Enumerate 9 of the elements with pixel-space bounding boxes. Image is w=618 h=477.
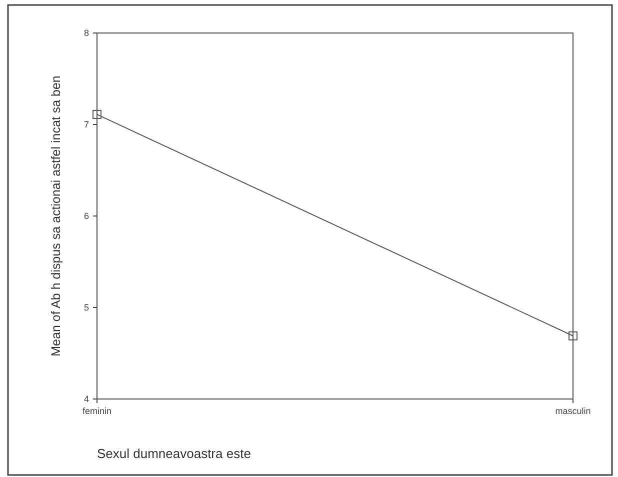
x-tick-label: feminin [82,406,112,416]
y-tick-label: 8 [84,28,89,38]
y-tick-label: 7 [84,120,89,130]
y-axis-title: Mean of Ab h dispus sa actionai astfel incat sa ben [49,76,63,356]
y-tick-label: 6 [84,211,89,222]
x-axis-title: Sexul dumneavoastra este [97,446,251,461]
x-tick-label: masculin [555,406,591,416]
y-tick-label: 4 [84,394,89,404]
y-tick-label: 5 [84,302,89,313]
